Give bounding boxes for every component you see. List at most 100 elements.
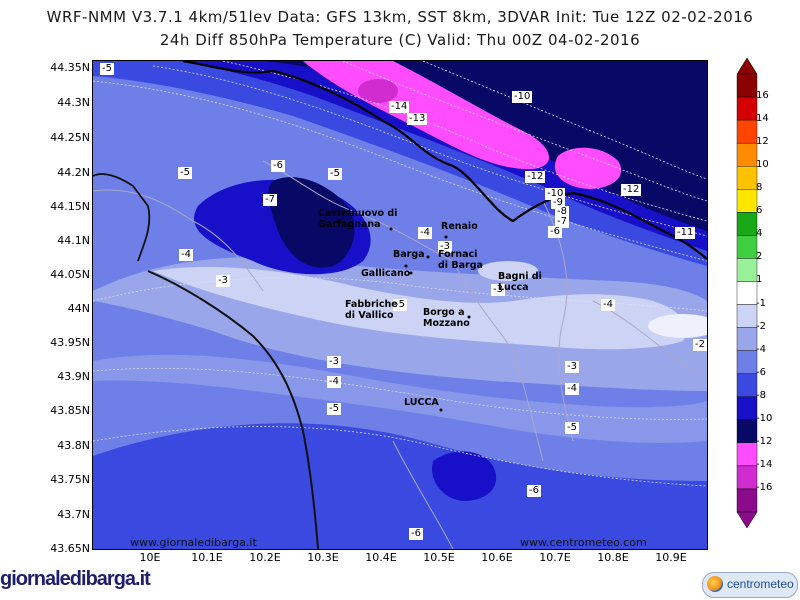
colorbar-label: 12	[756, 136, 769, 148]
contour-label: -5	[178, 167, 192, 179]
contour-label: -7	[555, 216, 569, 228]
contour-label: -4	[179, 249, 193, 261]
contour-label: -6	[409, 528, 423, 540]
contour-label: -6	[527, 485, 541, 497]
coast-north	[93, 173, 151, 262]
field-minus16	[358, 79, 398, 103]
contour-label: -7	[263, 194, 277, 206]
colorbar-swatch	[736, 142, 758, 167]
contour-label: -14	[389, 101, 410, 113]
colorbar-swatch	[736, 350, 758, 374]
place-label: Fabbriche di Vallico	[345, 299, 398, 321]
colorbar-swatch	[736, 373, 758, 397]
lon-tick: 10.6E	[481, 551, 513, 564]
contour-label: -5	[328, 168, 342, 180]
field-minus2-north	[478, 261, 538, 281]
contour-label: -3	[565, 361, 579, 373]
colorbar-label: 6	[756, 205, 763, 217]
lat-tick: 44.2N	[57, 166, 90, 179]
colorbar-label: -8	[756, 389, 766, 401]
colorbar-arrow-top	[736, 58, 758, 75]
colorbar-label: 4	[756, 228, 763, 240]
lon-tick: 10.7E	[539, 551, 571, 564]
field-minus8-south	[432, 451, 497, 501]
lat-tick: 43.8N	[57, 439, 90, 452]
contour-label: -6	[271, 160, 285, 172]
colorbar-label: -6	[756, 366, 766, 378]
colorbar-swatch	[736, 419, 758, 444]
lon-tick: 10E	[139, 551, 161, 564]
contour-label: -10	[512, 91, 533, 103]
lat-tick: 43.75N	[50, 473, 90, 486]
contour-label: -12	[621, 184, 642, 196]
place-label: LUCCA	[404, 397, 439, 408]
colorbar-label: -4	[756, 343, 766, 355]
colorbar-label: -16	[756, 481, 773, 493]
place-label: Borgo a Mozzano	[423, 307, 470, 329]
colorbar-swatch	[736, 327, 758, 351]
colorbar-arrow-bottom	[736, 511, 758, 528]
contour-label: -8	[555, 206, 569, 218]
contour-label: -11	[675, 227, 696, 239]
lat-tick: 43.7N	[57, 508, 90, 521]
colorbar-swatch	[736, 189, 758, 213]
colorbar-label: -14	[756, 458, 773, 470]
field-minus4-south	[93, 354, 707, 443]
colorbar-label: -1	[756, 297, 766, 309]
colorbar-label: 10	[756, 159, 769, 171]
colorbar-swatch	[736, 119, 758, 144]
colorbar-swatch	[736, 281, 758, 305]
contour-label: -4	[601, 299, 615, 311]
contour-label: -12	[525, 171, 546, 183]
website-credit-left: www.giornaledibarga.it	[130, 536, 257, 549]
field-minus12	[263, 61, 707, 231]
colorbar-swatch	[736, 442, 758, 467]
contour-label: -2	[693, 339, 707, 351]
colorbar-swatch	[736, 73, 758, 98]
colorbar-label: 1	[756, 274, 763, 286]
place-label: Castelnuovo di Garfagnana	[318, 208, 398, 230]
contour-label: -3	[491, 284, 505, 296]
place-label: Renaio	[441, 221, 478, 232]
colorbar-label: -2	[756, 320, 766, 332]
colorbar-label: 2	[756, 251, 763, 263]
field-minus2	[153, 266, 687, 350]
centrometeo-logo-text: centrometeo	[727, 577, 794, 591]
field-minus6-south	[93, 423, 707, 549]
colorbar-label: 14	[756, 113, 769, 125]
lat-tick: 43.9N	[57, 370, 90, 383]
lat-tick: 43.85N	[50, 404, 90, 417]
lat-tick: 44.35N	[50, 61, 90, 74]
contour-label: -3	[327, 356, 341, 368]
contour-label: -6	[548, 226, 562, 238]
lon-tick: 10.5E	[423, 551, 455, 564]
coastline	[147, 270, 319, 549]
colorbar-label: -12	[756, 435, 773, 447]
place-label: Gallicano	[361, 268, 411, 279]
contour-label: -5	[393, 299, 407, 311]
colorbar-swatch	[736, 212, 758, 236]
lat-tick: 44.05N	[50, 268, 90, 281]
lat-tick: 43.95N	[50, 336, 90, 349]
lat-tick: 44.3N	[57, 96, 90, 109]
map-title: WRF-NMM V3.7.1 4km/51lev Data: GFS 13km,…	[46, 8, 754, 26]
colorbar-swatch	[736, 488, 758, 513]
colorbar-swatch	[736, 166, 758, 190]
lat-tick: 44.1N	[57, 234, 90, 247]
field-minus1	[648, 314, 707, 338]
lon-tick: 10.4E	[365, 551, 397, 564]
brand-watermark: giornaledibarga.it	[0, 568, 151, 590]
place-label: Barga	[393, 249, 425, 260]
place-label: Fornaci di Barga	[438, 249, 483, 271]
lat-tick: 44.25N	[50, 131, 90, 144]
centrometeo-logo-icon	[707, 576, 723, 592]
region-border	[182, 61, 707, 260]
map-subtitle: 24h Diff 850hPa Temperature (C) Valid: T…	[159, 31, 641, 49]
colorbar-swatch	[736, 96, 758, 121]
temperature-map: -5 -14 -13 -10 -12 -12 -10 -9 -8 -7 -6 -…	[92, 60, 708, 550]
lat-tick: 44.15N	[50, 200, 90, 213]
contour-label: -5	[565, 422, 579, 434]
lat-tick: 43.65N	[50, 542, 90, 555]
place-label: Bagni di Lucca	[498, 271, 542, 293]
contour-label: -4	[418, 227, 432, 239]
